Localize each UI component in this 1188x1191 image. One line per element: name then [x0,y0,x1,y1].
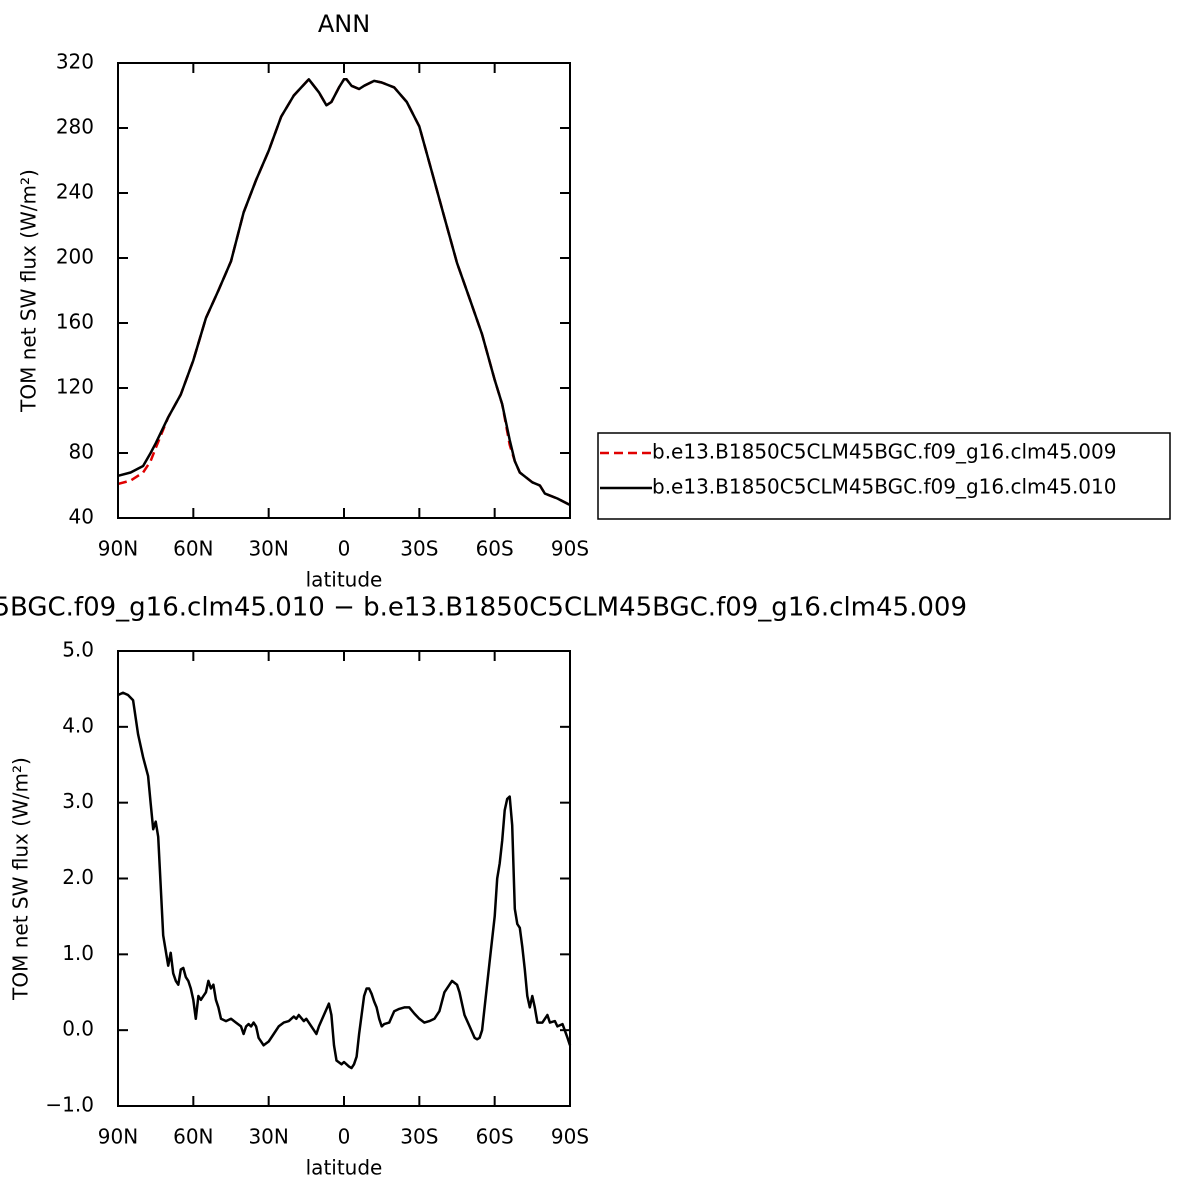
x-tick-label: 0 [338,1125,351,1149]
x-tick-label: 90S [551,1125,589,1149]
y-tick-label: 280 [56,115,94,139]
plot-frame [117,62,571,519]
chart-title: b.e13.B1850C5CLM45BGC.f09_g16.clm45.010 … [0,593,967,623]
y-tick-label: 320 [56,50,94,74]
x-tick-label: 0 [338,537,351,561]
y-tick-label: −1.0 [45,1093,94,1117]
x-tick-label: 90S [551,537,589,561]
data-line [117,691,572,1070]
x-tick-label: 30N [248,537,288,561]
legend-box [597,432,1171,520]
x-tick-label: 30S [400,1125,438,1149]
y-axis-label: TOM net SW flux (W/m²) [9,757,33,1001]
x-tick-label: 60N [173,1125,213,1149]
legend-label: b.e13.B1850C5CLM45BGC.f09_g16.clm45.009 [652,440,1116,464]
y-tick-label: 1.0 [62,941,94,965]
x-tick-label: 90N [98,1125,138,1149]
x-tick-label: 60S [476,1125,514,1149]
data-line [117,78,571,507]
data-line [117,78,571,507]
y-tick-label: 3.0 [62,789,94,813]
x-tick-label: 30S [400,537,438,561]
legend-label: b.e13.B1850C5CLM45BGC.f09_g16.clm45.010 [652,475,1116,499]
x-tick-label: 60N [173,537,213,561]
y-tick-label: 80 [69,440,94,464]
y-tick-label: 0.0 [62,1017,94,1041]
plot-frame [117,650,571,1107]
x-tick-label: 30N [248,1125,288,1149]
y-tick-label: 240 [56,180,94,204]
x-tick-label: 90N [98,537,138,561]
y-axis-label: TOM net SW flux (W/m²) [17,169,41,413]
y-tick-label: 2.0 [62,865,94,889]
y-tick-label: 120 [56,375,94,399]
y-tick-label: 5.0 [62,638,94,662]
y-tick-label: 160 [56,310,94,334]
x-tick-label: 60S [476,537,514,561]
y-tick-label: 200 [56,245,94,269]
chart-title: ANN [318,10,370,38]
y-tick-label: 40 [69,505,94,529]
y-tick-label: 4.0 [62,713,94,737]
x-axis-label: latitude [306,1156,383,1180]
x-axis-label: latitude [306,568,383,592]
